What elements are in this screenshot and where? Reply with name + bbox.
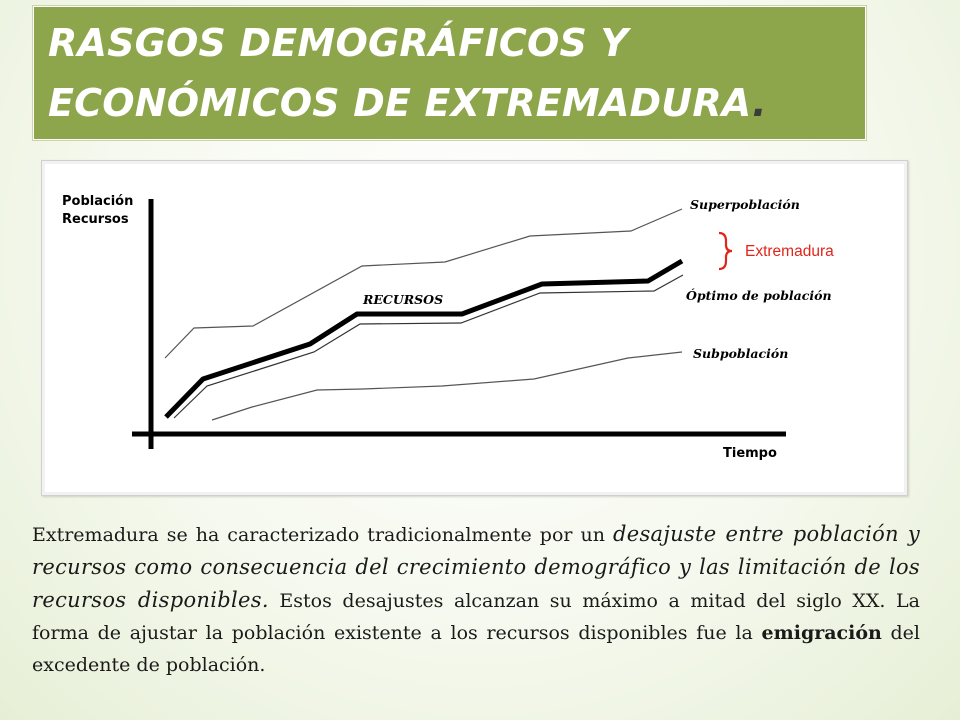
optimum-line: [173, 274, 684, 419]
resources-label: RECURSOS: [362, 292, 443, 307]
x-axis-label: Tiempo: [723, 446, 777, 461]
underpopulation-line: [211, 351, 683, 421]
underpopulation-label: Subpoblación: [693, 346, 788, 361]
text-part-3: Estos desajustes alcanzan su máximo a mi…: [32, 590, 920, 644]
title-line-2: ECONÓMICOS DE EXTREMADURA: [48, 81, 753, 125]
resources-line: [164, 258, 684, 419]
region-brace-icon: [718, 231, 733, 271]
title-box: RASGOS DEMOGRÁFICOS Y ECONÓMICOS DE EXTR…: [33, 6, 866, 140]
text-part-2-italic: desajuste entre población y recursos com…: [32, 522, 920, 612]
y-axis-label-1: Población: [62, 194, 133, 209]
overpopulation-label: Superpoblación: [690, 197, 800, 212]
text-part-1: Extremadura se ha caracterizado tradicio…: [32, 524, 613, 546]
body-paragraph: Extremadura se ha caracterizado tradicio…: [32, 518, 920, 681]
slide-title: RASGOS DEMOGRÁFICOS Y ECONÓMICOS DE EXTR…: [48, 13, 858, 133]
text-part-5: del excedente de población.: [32, 622, 921, 676]
optimum-label: Óptimo de población: [686, 287, 832, 303]
overpopulation-line: [164, 208, 683, 359]
diagram-frame: Población Recursos Tiempo RECURSOS Super…: [41, 160, 908, 496]
title-dot: .: [752, 81, 767, 125]
y-axis-label-2: Recursos: [62, 212, 129, 227]
text-part-4-bold: emigración: [761, 622, 882, 644]
population-resources-diagram: Población Recursos Tiempo RECURSOS Super…: [62, 194, 834, 461]
title-line-1: RASGOS DEMOGRÁFICOS Y: [48, 21, 629, 65]
region-label: Extremadura: [745, 243, 834, 260]
